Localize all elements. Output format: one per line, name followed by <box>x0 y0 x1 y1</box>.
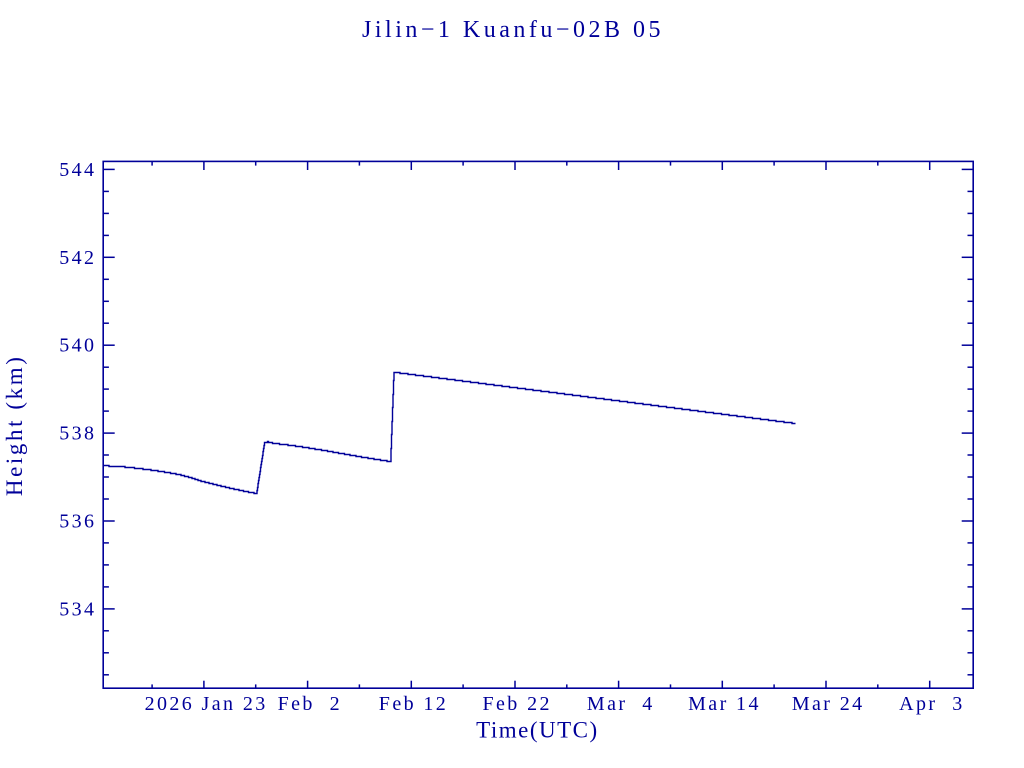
svg-text:2026 Jan 23: 2026 Jan 23 <box>145 693 268 715</box>
svg-text:Height (km): Height (km) <box>2 354 27 496</box>
svg-text:536: 536 <box>59 511 96 533</box>
svg-text:Feb 12: Feb 12 <box>379 693 448 715</box>
svg-text:534: 534 <box>59 598 96 620</box>
svg-text:Feb 22: Feb 22 <box>482 693 551 715</box>
svg-text:Jilin−1 Kuanfu−02B 05: Jilin−1 Kuanfu−02B 05 <box>362 17 664 43</box>
svg-text:538: 538 <box>59 423 96 445</box>
svg-text:Apr 3: Apr 3 <box>899 693 965 715</box>
svg-text:542: 542 <box>59 247 96 269</box>
svg-text:544: 544 <box>59 159 96 181</box>
svg-text:Time(UTC): Time(UTC) <box>476 718 599 743</box>
svg-text:Feb 2: Feb 2 <box>278 693 342 715</box>
svg-text:Mar 4: Mar 4 <box>587 693 655 715</box>
svg-text:540: 540 <box>59 335 96 357</box>
svg-text:Mar 24: Mar 24 <box>792 693 865 715</box>
svg-text:Mar 14: Mar 14 <box>688 693 761 715</box>
